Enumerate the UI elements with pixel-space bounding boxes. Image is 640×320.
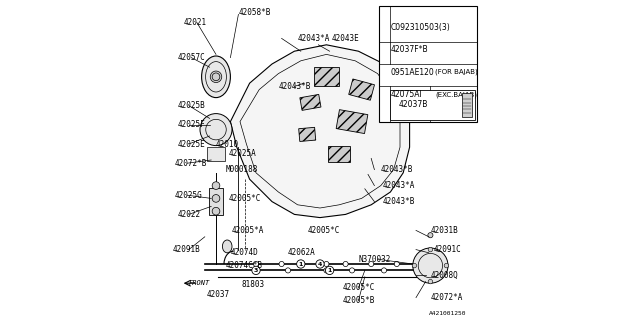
Circle shape [369,261,374,267]
Text: M000188: M000188 [226,165,258,174]
Circle shape [212,207,220,215]
Text: 1: 1 [328,268,332,273]
Ellipse shape [223,240,232,253]
Text: 42075AI: 42075AI [390,90,422,99]
Text: 42043*A: 42043*A [383,181,415,190]
Circle shape [343,261,348,267]
Text: 42072*A: 42072*A [430,293,463,302]
FancyBboxPatch shape [390,90,475,120]
FancyBboxPatch shape [336,110,368,133]
Circle shape [200,114,232,146]
Text: 42005*C: 42005*C [229,194,261,203]
Circle shape [428,247,433,252]
FancyBboxPatch shape [209,188,223,215]
Circle shape [253,261,259,267]
Text: 2: 2 [383,47,387,52]
Text: 42058*B: 42058*B [239,8,271,17]
Text: 1: 1 [383,25,387,30]
Ellipse shape [202,56,230,98]
Text: 42091B: 42091B [173,245,200,254]
Circle shape [444,263,449,268]
Circle shape [381,268,387,273]
Text: FRONT: FRONT [189,280,210,286]
Circle shape [212,195,220,202]
Text: 42005*C: 42005*C [342,284,375,292]
Circle shape [212,73,220,81]
Text: 42043*B: 42043*B [278,82,311,91]
FancyBboxPatch shape [328,146,351,162]
Text: 42037F*B: 42037F*B [390,45,428,54]
Text: 81803: 81803 [242,280,265,289]
Text: 42025B: 42025B [178,101,205,110]
Circle shape [381,71,389,79]
FancyBboxPatch shape [380,6,477,122]
Text: 42008Q: 42008Q [430,271,458,280]
FancyBboxPatch shape [314,67,339,86]
Text: 42021: 42021 [184,18,207,27]
Text: 42062A: 42062A [288,248,316,257]
Circle shape [279,261,284,267]
Text: 42005*C: 42005*C [307,226,340,235]
FancyBboxPatch shape [300,94,321,110]
Circle shape [324,268,329,273]
Text: 42043*B: 42043*B [383,197,415,206]
Circle shape [316,260,324,268]
Circle shape [297,260,305,268]
Text: 42043*B: 42043*B [381,165,413,174]
Text: C092310503(3): C092310503(3) [390,23,450,32]
Text: N370032: N370032 [358,255,391,264]
Text: 0951AE120: 0951AE120 [390,68,434,76]
Text: 42072*B: 42072*B [174,159,207,168]
Text: 4: 4 [318,261,322,267]
FancyBboxPatch shape [299,127,316,141]
Circle shape [381,23,389,31]
Text: 42037: 42037 [206,290,230,299]
Circle shape [412,263,417,268]
Text: 3: 3 [383,95,387,100]
Text: 42031B: 42031B [430,226,458,235]
Text: 42091C: 42091C [434,245,461,254]
Text: 3: 3 [254,268,258,273]
Circle shape [381,45,389,54]
Circle shape [252,266,260,275]
Circle shape [428,233,433,238]
Text: 42005*A: 42005*A [232,226,264,235]
Text: (EXC.BAJAB): (EXC.BAJAB) [435,91,477,98]
Circle shape [298,261,303,267]
Text: 42025F: 42025F [178,120,205,129]
Circle shape [381,93,389,102]
Text: 42074C*B: 42074C*B [226,261,262,270]
Text: 42037B: 42037B [398,100,428,109]
Text: 42025E: 42025E [178,140,205,148]
Circle shape [210,71,222,83]
Text: 4: 4 [383,73,387,78]
Text: 1: 1 [299,261,303,267]
Circle shape [253,268,259,273]
Text: 42074D: 42074D [230,248,258,257]
Circle shape [428,279,433,284]
Text: (FOR BAJAB): (FOR BAJAB) [435,69,478,75]
Text: 42022: 42022 [178,210,201,219]
Circle shape [285,268,291,273]
Text: 42005*B: 42005*B [342,296,375,305]
FancyBboxPatch shape [349,79,374,100]
Circle shape [413,248,448,283]
Text: 42043*A: 42043*A [298,34,330,43]
Polygon shape [230,45,410,218]
Circle shape [324,261,329,267]
Text: A421001250: A421001250 [429,311,467,316]
Circle shape [394,261,399,267]
Circle shape [326,266,334,275]
Text: 42010: 42010 [216,140,239,148]
Text: 42057C: 42057C [178,53,205,62]
FancyBboxPatch shape [462,93,472,117]
Text: 42043E: 42043E [332,34,359,43]
Circle shape [349,268,355,273]
FancyBboxPatch shape [207,147,225,161]
Text: 42025A: 42025A [229,149,257,158]
Circle shape [212,182,220,189]
Text: 42025G: 42025G [174,191,202,200]
